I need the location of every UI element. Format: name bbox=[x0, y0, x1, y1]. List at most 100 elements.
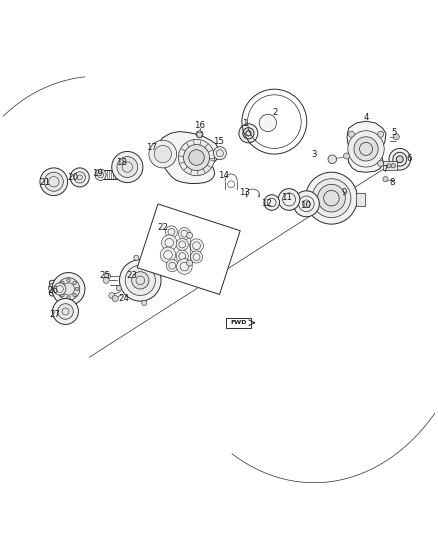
Circle shape bbox=[213, 147, 226, 160]
Text: 22: 22 bbox=[157, 223, 168, 232]
Text: 18: 18 bbox=[116, 158, 127, 167]
Circle shape bbox=[117, 157, 138, 177]
Circle shape bbox=[305, 172, 357, 224]
Circle shape bbox=[149, 140, 177, 168]
Circle shape bbox=[393, 134, 399, 140]
Text: 8: 8 bbox=[389, 177, 395, 187]
Circle shape bbox=[49, 283, 59, 293]
Circle shape bbox=[58, 304, 73, 319]
Circle shape bbox=[134, 255, 139, 260]
Circle shape bbox=[378, 160, 384, 167]
Text: 2: 2 bbox=[272, 109, 278, 117]
FancyBboxPatch shape bbox=[383, 161, 397, 171]
Circle shape bbox=[103, 277, 109, 284]
Circle shape bbox=[178, 139, 215, 176]
Circle shape bbox=[112, 295, 118, 302]
Text: 17: 17 bbox=[146, 143, 158, 152]
Circle shape bbox=[243, 128, 254, 139]
Text: 3: 3 bbox=[311, 150, 317, 158]
Polygon shape bbox=[49, 280, 58, 296]
Text: 11: 11 bbox=[280, 193, 292, 202]
Circle shape bbox=[176, 250, 188, 262]
Polygon shape bbox=[347, 121, 386, 172]
Circle shape bbox=[178, 228, 191, 240]
Text: 16: 16 bbox=[194, 122, 205, 131]
Text: 5: 5 bbox=[392, 128, 397, 137]
Circle shape bbox=[154, 146, 171, 163]
Circle shape bbox=[52, 272, 85, 305]
Text: 20: 20 bbox=[67, 173, 78, 182]
Circle shape bbox=[116, 286, 121, 291]
Text: 9: 9 bbox=[342, 189, 347, 198]
Circle shape bbox=[383, 176, 388, 182]
Text: 1: 1 bbox=[242, 119, 248, 128]
Circle shape bbox=[239, 124, 258, 143]
Circle shape bbox=[184, 144, 209, 171]
Circle shape bbox=[187, 232, 193, 238]
Circle shape bbox=[354, 137, 378, 161]
Circle shape bbox=[53, 298, 78, 325]
Circle shape bbox=[120, 260, 161, 301]
Circle shape bbox=[54, 283, 66, 295]
Circle shape bbox=[112, 151, 143, 183]
Text: 12: 12 bbox=[261, 199, 272, 208]
Circle shape bbox=[348, 131, 384, 167]
Circle shape bbox=[166, 226, 177, 238]
Text: 15: 15 bbox=[213, 136, 225, 146]
Text: 21: 21 bbox=[40, 177, 51, 187]
Text: 27: 27 bbox=[49, 310, 60, 319]
Circle shape bbox=[132, 272, 149, 289]
Circle shape bbox=[389, 149, 410, 170]
Text: 14: 14 bbox=[218, 171, 229, 180]
Text: 25: 25 bbox=[99, 271, 110, 280]
Circle shape bbox=[190, 239, 203, 253]
Circle shape bbox=[303, 200, 310, 208]
Circle shape bbox=[348, 131, 354, 137]
Circle shape bbox=[189, 150, 204, 165]
Polygon shape bbox=[137, 204, 240, 294]
Circle shape bbox=[177, 259, 192, 274]
Circle shape bbox=[61, 293, 64, 297]
Circle shape bbox=[73, 293, 76, 297]
Text: 13: 13 bbox=[240, 189, 251, 198]
Circle shape bbox=[57, 278, 80, 300]
Circle shape bbox=[95, 169, 106, 181]
Circle shape bbox=[109, 293, 115, 298]
Text: 23: 23 bbox=[126, 271, 137, 280]
Circle shape bbox=[278, 189, 300, 211]
Circle shape bbox=[104, 273, 110, 279]
Circle shape bbox=[141, 300, 147, 305]
Circle shape bbox=[77, 175, 82, 180]
Circle shape bbox=[58, 287, 62, 290]
Circle shape bbox=[187, 260, 193, 266]
Text: 24: 24 bbox=[118, 294, 129, 303]
Circle shape bbox=[176, 238, 188, 251]
Text: 10: 10 bbox=[300, 201, 311, 211]
Circle shape bbox=[44, 172, 64, 191]
FancyBboxPatch shape bbox=[356, 193, 365, 206]
Text: 19: 19 bbox=[92, 169, 102, 178]
Text: 4: 4 bbox=[363, 113, 369, 122]
Circle shape bbox=[293, 191, 319, 217]
Circle shape bbox=[391, 164, 396, 168]
Circle shape bbox=[160, 247, 176, 263]
Circle shape bbox=[70, 168, 89, 187]
Circle shape bbox=[318, 184, 345, 212]
Circle shape bbox=[387, 164, 391, 168]
Text: 7: 7 bbox=[383, 165, 388, 174]
Text: 26: 26 bbox=[47, 286, 58, 295]
Text: FWD: FWD bbox=[231, 320, 247, 325]
Circle shape bbox=[61, 281, 64, 285]
Circle shape bbox=[191, 251, 202, 263]
Circle shape bbox=[259, 114, 276, 132]
Circle shape bbox=[264, 195, 279, 211]
Circle shape bbox=[196, 131, 203, 138]
Circle shape bbox=[312, 179, 351, 217]
Circle shape bbox=[125, 265, 155, 295]
Circle shape bbox=[328, 155, 337, 164]
Circle shape bbox=[67, 296, 70, 300]
Circle shape bbox=[396, 156, 403, 163]
Circle shape bbox=[67, 279, 70, 282]
Circle shape bbox=[159, 270, 164, 275]
Text: 6: 6 bbox=[406, 154, 412, 163]
